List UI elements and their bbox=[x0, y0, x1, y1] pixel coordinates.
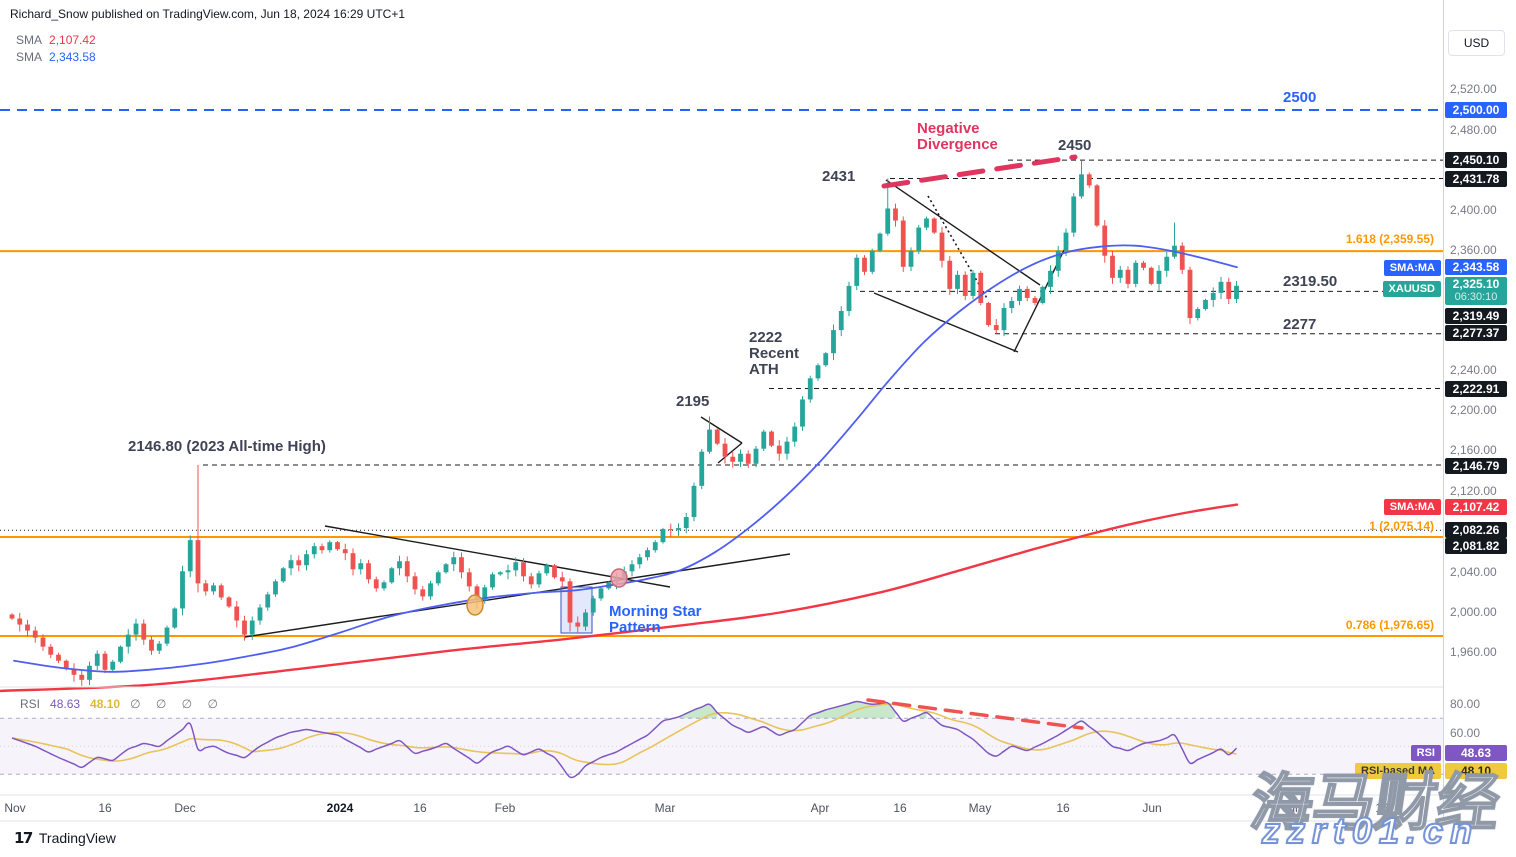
price-tick: 2,160.00 bbox=[1450, 443, 1497, 457]
price-badge: 2,500.00 bbox=[1445, 102, 1507, 118]
price-badge: 2,450.10 bbox=[1445, 152, 1507, 168]
axis-left-label: XAUUSD bbox=[1382, 281, 1441, 297]
tradingview-logo-icon: 17 bbox=[14, 829, 33, 847]
time-tick: Jun bbox=[1142, 801, 1162, 815]
price-badge: 2,319.49 bbox=[1445, 308, 1507, 324]
time-tick: Feb bbox=[494, 801, 516, 815]
fib-label-0786: 0.786 (1,976.65) bbox=[1345, 618, 1434, 632]
annotation-negative-divergence: Negative Divergence bbox=[917, 120, 998, 153]
indicator-label: SMA bbox=[16, 50, 43, 64]
time-tick: 16 bbox=[893, 801, 907, 815]
annotation-2195: 2195 bbox=[676, 393, 710, 410]
price-tick: 2,120.00 bbox=[1450, 484, 1497, 498]
publish-byline: Richard_Snow published on TradingView.co… bbox=[10, 7, 406, 21]
indicator-label: SMA bbox=[16, 33, 43, 47]
tradingview-brand-link[interactable]: 17 TradingView bbox=[14, 829, 116, 847]
rsi-legend[interactable]: RSI 48.63 48.10 ∅ ∅ ∅ ∅ bbox=[20, 697, 224, 711]
price-tick: 2,400.00 bbox=[1450, 203, 1497, 217]
annotation-morning-star: Morning Star Pattern bbox=[609, 603, 702, 636]
time-tick: Mar bbox=[654, 801, 676, 815]
time-tick: 16 bbox=[1056, 801, 1070, 815]
fib-label-1: 1 (2,075.14) bbox=[1369, 519, 1434, 533]
price-axis[interactable]: USD 2,520.00 2,480.00 2,400.00 2,360.00 2,24… bbox=[1443, 0, 1516, 822]
time-tick: 16 bbox=[1375, 801, 1389, 815]
annotation-2431: 2431 bbox=[822, 168, 856, 185]
currency-button[interactable]: USD bbox=[1448, 30, 1505, 56]
annotation-2277: 2277 bbox=[1283, 316, 1317, 333]
price-badge: 2,343.58 bbox=[1445, 259, 1507, 275]
price-tick: 2,360.00 bbox=[1450, 243, 1497, 257]
price-badge: 2,107.42 bbox=[1445, 499, 1507, 515]
fib-label-1618: 1.618 (2,359.55) bbox=[1345, 232, 1434, 246]
rsi-label: RSI bbox=[20, 697, 41, 711]
price-tick: 2,480.00 bbox=[1450, 123, 1497, 137]
axis-left-label: SMA:MA bbox=[1383, 499, 1441, 515]
annotation-2450: 2450 bbox=[1058, 137, 1092, 154]
price-badge: 2,222.91 bbox=[1445, 381, 1507, 397]
axis-left-label: RSI-based MA bbox=[1355, 763, 1441, 779]
watermark-url: zzrt01.cn bbox=[1261, 809, 1480, 852]
axis-left-label: SMA:MA bbox=[1383, 260, 1441, 276]
time-tick: 16 bbox=[98, 801, 112, 815]
time-tick: Nov bbox=[4, 801, 26, 815]
price-badge: 2,277.37 bbox=[1445, 325, 1507, 341]
price-tick: 2,200.00 bbox=[1450, 403, 1497, 417]
annotation-recent-ath: 2222 Recent ATH bbox=[749, 329, 800, 378]
sma-fast-value: 2,343.58 bbox=[49, 50, 96, 64]
price-tick: 60.00 bbox=[1450, 726, 1481, 740]
time-tick: Jul bbox=[1282, 801, 1298, 815]
annotation-2319: 2319.50 bbox=[1283, 273, 1338, 290]
time-tick: Apr bbox=[810, 801, 830, 815]
price-badge: 2,082.26 bbox=[1445, 522, 1507, 538]
price-badge: 2,431.78 bbox=[1445, 171, 1507, 187]
price-badge: 48.63 bbox=[1445, 745, 1507, 761]
price-tick: 2,520.00 bbox=[1450, 82, 1497, 96]
time-tick: 2024 bbox=[326, 801, 354, 815]
price-tick: 1,960.00 bbox=[1450, 645, 1497, 659]
time-tick: 16 bbox=[413, 801, 427, 815]
sma-slow-value: 2,107.42 bbox=[49, 33, 96, 47]
rsi-ma-value: 48.10 bbox=[90, 697, 121, 711]
time-tick: Dec bbox=[174, 801, 196, 815]
price-tick: 2,040.00 bbox=[1450, 565, 1497, 579]
price-badge: 2,081.82 bbox=[1445, 538, 1507, 554]
price-badge: 2,325.10 06:30:10 bbox=[1445, 277, 1507, 305]
rsi-value: 48.63 bbox=[50, 697, 81, 711]
sma-legend-row-1[interactable]: SMA 2,107.42 bbox=[16, 33, 96, 47]
axis-left-label: RSI bbox=[1410, 745, 1441, 761]
annotation-2023-ath: 2146.80 (2023 All-time High) bbox=[128, 438, 326, 455]
price-tick: 2,000.00 bbox=[1450, 605, 1497, 619]
price-badge: 48.10 bbox=[1445, 763, 1507, 779]
price-tick: 80.00 bbox=[1450, 697, 1481, 711]
sma-legend-row-2[interactable]: SMA 2,343.58 bbox=[16, 50, 96, 64]
annotation-2500: 2500 bbox=[1283, 89, 1317, 106]
time-tick: May bbox=[968, 801, 992, 815]
price-tick: 2,240.00 bbox=[1450, 363, 1497, 377]
tradingview-brand-name: TradingView bbox=[38, 830, 116, 846]
price-badge: 2,146.79 bbox=[1445, 458, 1507, 474]
rsi-empty-params: ∅ ∅ ∅ ∅ bbox=[130, 697, 224, 711]
